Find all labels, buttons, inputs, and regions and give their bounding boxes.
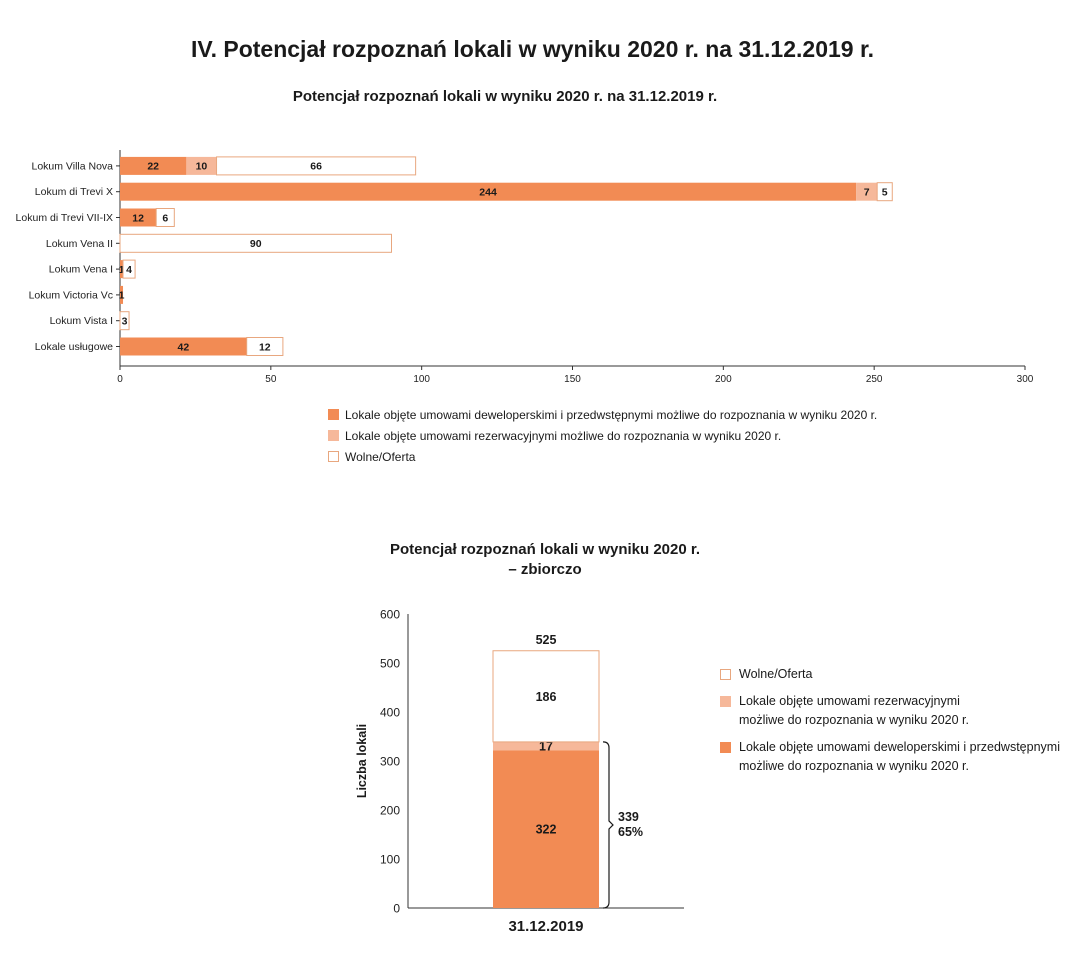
legend2-item-reservation: Lokale objęte umowami rezerwacyjnymi moż… [720, 692, 1060, 730]
legend2-label-developer-line2: możliwe do rozpoznania w wyniku 2020 r. [739, 759, 969, 773]
data-label-2: 186 [536, 690, 557, 704]
bar-free [246, 337, 284, 356]
x-tick-label: 200 [715, 374, 732, 385]
data-label: 12 [259, 341, 271, 353]
y-tick-label-2: 600 [380, 608, 400, 622]
category-label: Lokum Villa Nova [31, 160, 113, 172]
bracket-value-2: 339 [618, 810, 639, 824]
data-label: 6 [162, 212, 168, 224]
data-label: 244 [479, 187, 497, 199]
bar-reservation [856, 182, 878, 201]
chart2-title: Potencjał rozpoznań lokali w wyniku 2020… [380, 540, 710, 580]
bar-free [119, 311, 130, 331]
category-label: Lokum Victoria Vc [29, 289, 113, 301]
data-label: 4 [126, 264, 132, 276]
data-label: 3 [122, 316, 128, 328]
chart1-legend: Lokale objęte umowami deweloperskimi i p… [328, 404, 877, 467]
total-label-2: 525 [536, 633, 557, 647]
y-tick-label-2: 200 [380, 804, 400, 818]
data-label: 1 [119, 290, 125, 302]
legend1-label-developer: Lokale objęte umowami deweloperskimi i p… [345, 407, 878, 422]
data-label: 66 [310, 161, 322, 173]
x-tick-label: 50 [265, 374, 277, 385]
chart2-legend: Wolne/Oferta Lokale objęte umowami rezer… [720, 665, 1060, 784]
bar-free [155, 208, 175, 227]
data-label: 12 [132, 212, 144, 224]
category-label: Lokum Vista I [50, 315, 113, 327]
y-tick-label-2: 500 [380, 657, 400, 671]
legend1-swatch-free [328, 451, 339, 462]
legend1-swatch-developer [328, 409, 339, 420]
bar-developer [120, 208, 157, 227]
category-label: Lokum Vena II [46, 238, 113, 250]
bar-developer [120, 182, 857, 201]
y-tick-label-2: 0 [393, 902, 400, 916]
data-label: 1 [119, 264, 125, 276]
data-label: 42 [178, 341, 190, 353]
legend2-label-reservation-line2: możliwe do rozpoznania w wyniku 2020 r. [739, 713, 969, 727]
x-category-label-2: 31.12.2019 [508, 918, 583, 935]
bar-free [122, 259, 136, 279]
x-tick-label: 300 [1017, 374, 1034, 385]
y-tick-label-2: 100 [380, 853, 400, 867]
legend2-label-free: Wolne/Oferta [739, 667, 813, 681]
bar-developer [120, 337, 247, 356]
bracket-percent-2: 65% [618, 825, 643, 839]
bar-reservation [186, 156, 217, 175]
data-label-2: 17 [539, 740, 553, 754]
category-label: Lokum Vena I [49, 264, 113, 276]
legend1-item-reservation: Lokale objęte umowami rezerwacyjnymi moż… [328, 425, 877, 446]
legend2-item-free: Wolne/Oferta [720, 665, 1060, 684]
x-tick-label: 0 [117, 374, 123, 385]
data-label: 7 [864, 187, 870, 199]
data-label: 22 [147, 161, 159, 173]
legend2-item-developer: Lokale objęte umowami deweloperskimi i p… [720, 738, 1060, 776]
legend1-label-reservation: Lokale objęte umowami rezerwacyjnymi moż… [345, 428, 782, 443]
category-label: Lokum di Trevi X [35, 186, 113, 198]
category-label: Lokale usługowe [35, 341, 113, 353]
bar2-free [492, 650, 600, 743]
chart2-title-line2: – zbiorczo [508, 561, 582, 578]
legend2-swatch-reservation [720, 696, 731, 707]
legend2-swatch-free [720, 669, 731, 680]
legend1-item-free: Wolne/Oferta [328, 446, 877, 467]
x-tick-label: 150 [564, 374, 581, 385]
data-label: 5 [882, 187, 888, 199]
bar2-reservation [493, 741, 599, 751]
y-axis-label-2: Liczba lokali [355, 724, 369, 798]
bar-free [119, 233, 392, 253]
bar2-developer [493, 750, 599, 908]
legend2-swatch-developer [720, 742, 731, 753]
legend1-swatch-reservation [328, 430, 339, 441]
x-tick-label: 250 [866, 374, 883, 385]
bar-free [216, 156, 417, 176]
legend1-item-developer: Lokale objęte umowami deweloperskimi i p… [328, 404, 877, 425]
bar-developer [120, 285, 124, 304]
bar-free [876, 182, 893, 202]
legend2-label-developer: Lokale objęte umowami deweloperskimi i p… [739, 738, 1060, 776]
bar-developer [120, 260, 124, 279]
page-title: IV. Potencjał rozpoznań lokali w wyniku … [190, 36, 875, 62]
legend2-label-developer-line1: Lokale objęte umowami deweloperskimi i p… [739, 740, 1060, 754]
bar-developer [120, 156, 187, 175]
y-tick-label-2: 300 [380, 755, 400, 769]
chart1-title: Potencjał rozpoznań lokali w wyniku 2020… [292, 88, 718, 105]
bracket-2 [602, 741, 614, 909]
legend2-label-reservation: Lokale objęte umowami rezerwacyjnymi moż… [739, 692, 969, 730]
data-label-2: 322 [536, 823, 557, 837]
legend1-label-free: Wolne/Oferta [345, 449, 416, 464]
chart2-title-line1: Potencjał rozpoznań lokali w wyniku 2020… [389, 541, 701, 558]
category-label: Lokum di Trevi VII-IX [16, 212, 113, 224]
data-label: 90 [250, 238, 262, 250]
legend2-label-reservation-line1: Lokale objęte umowami rezerwacyjnymi [739, 694, 960, 708]
y-tick-label-2: 400 [380, 706, 400, 720]
x-tick-label: 100 [413, 374, 430, 385]
data-label: 10 [196, 161, 208, 173]
